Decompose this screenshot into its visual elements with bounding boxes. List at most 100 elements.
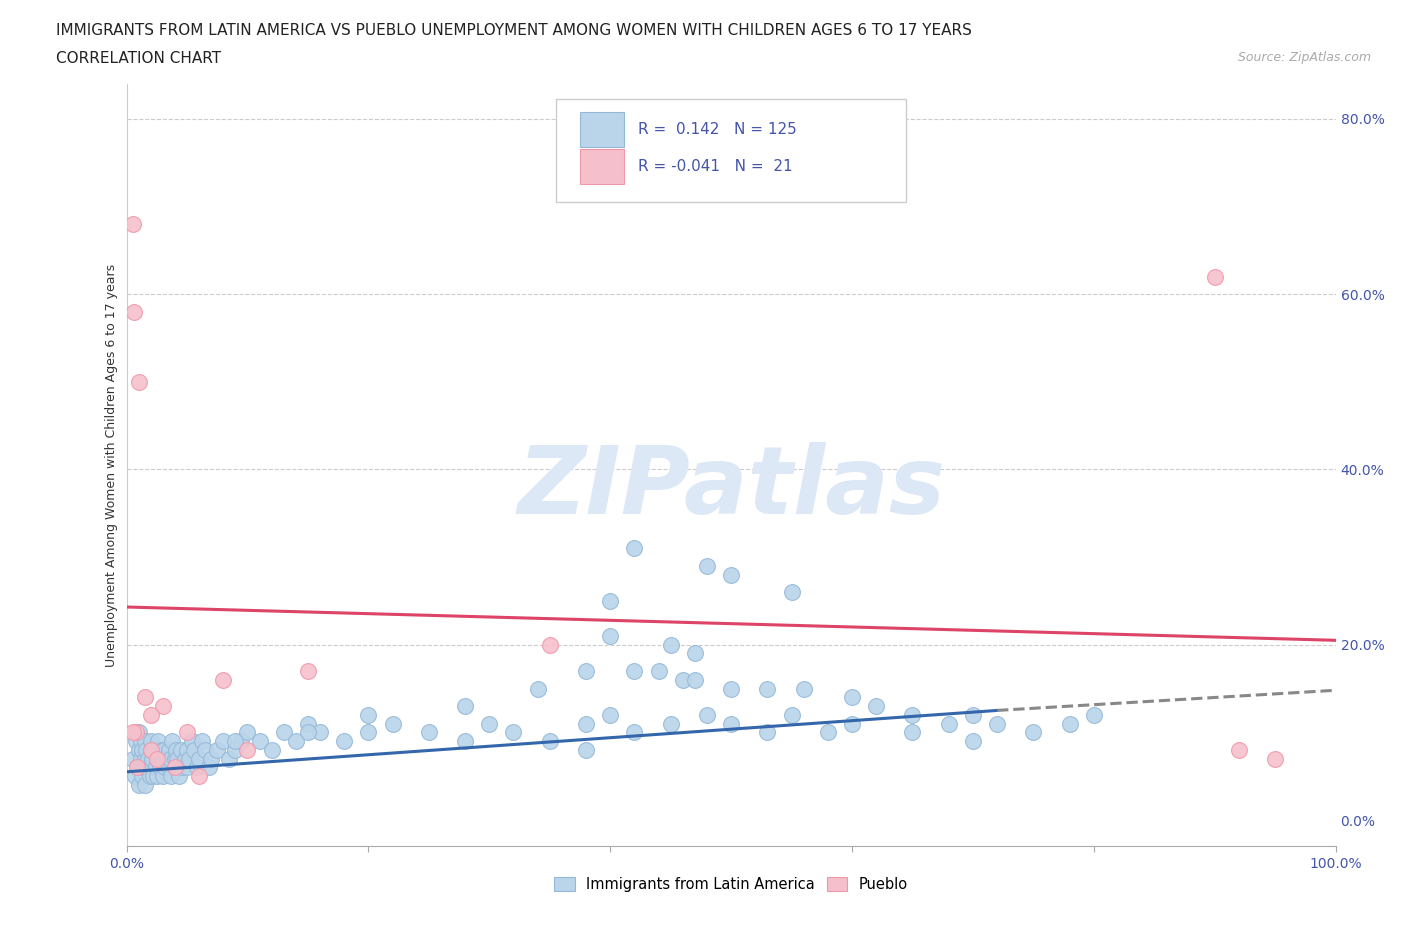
Point <box>194 742 217 757</box>
Point <box>683 672 706 687</box>
Text: R = -0.041   N =  21: R = -0.041 N = 21 <box>638 158 793 174</box>
Point <box>125 734 148 749</box>
Point <box>138 769 160 784</box>
Point <box>186 760 208 775</box>
Point <box>938 716 960 731</box>
Point <box>134 690 156 705</box>
Point <box>538 637 561 652</box>
Point <box>538 734 561 749</box>
Point <box>357 708 380 723</box>
Point <box>139 742 162 757</box>
Point <box>696 708 718 723</box>
Text: R =  0.142   N = 125: R = 0.142 N = 125 <box>638 122 797 137</box>
Point <box>165 742 187 757</box>
Point <box>155 751 177 766</box>
Point <box>180 734 202 749</box>
Point <box>149 760 172 775</box>
Point <box>205 742 228 757</box>
Point <box>1264 751 1286 766</box>
Point <box>901 708 924 723</box>
Point <box>575 742 598 757</box>
Point <box>720 567 742 582</box>
Point <box>188 751 211 766</box>
Point <box>132 760 155 775</box>
Point <box>152 751 174 766</box>
Point <box>599 629 621 644</box>
Point <box>526 681 548 696</box>
Point <box>1227 742 1250 757</box>
Point <box>901 724 924 739</box>
Point <box>146 769 169 784</box>
Point <box>1059 716 1081 731</box>
Point <box>145 760 167 775</box>
Point <box>212 672 235 687</box>
Y-axis label: Unemployment Among Women with Children Ages 6 to 17 years: Unemployment Among Women with Children A… <box>105 263 118 667</box>
Text: IMMIGRANTS FROM LATIN AMERICA VS PUEBLO UNEMPLOYMENT AMONG WOMEN WITH CHILDREN A: IMMIGRANTS FROM LATIN AMERICA VS PUEBLO … <box>56 23 972 38</box>
Point <box>183 742 205 757</box>
Text: ZIPatlas: ZIPatlas <box>517 442 945 534</box>
Point <box>309 724 332 739</box>
Point <box>780 708 803 723</box>
Point <box>841 716 863 731</box>
Point <box>152 698 174 713</box>
Point <box>197 760 219 775</box>
Point <box>962 708 984 723</box>
Point <box>502 724 524 739</box>
Point <box>167 769 190 784</box>
Point <box>121 724 143 739</box>
Point <box>146 751 169 766</box>
Point <box>163 760 186 775</box>
Point <box>841 690 863 705</box>
Point <box>136 751 159 766</box>
Point <box>127 760 149 775</box>
Point <box>155 760 177 775</box>
Point <box>128 742 150 757</box>
Point <box>166 751 188 766</box>
Point <box>297 724 319 739</box>
Point <box>142 769 165 784</box>
Text: Source: ZipAtlas.com: Source: ZipAtlas.com <box>1237 51 1371 64</box>
Point <box>297 663 319 678</box>
Point <box>134 777 156 792</box>
Point <box>683 646 706 661</box>
Point <box>128 724 150 739</box>
Point <box>599 593 621 608</box>
Point <box>575 663 598 678</box>
Point <box>176 742 198 757</box>
Point <box>128 777 150 792</box>
Point <box>284 734 307 749</box>
Point <box>159 751 181 766</box>
Point <box>179 751 201 766</box>
Point <box>150 742 173 757</box>
Point <box>1204 269 1226 284</box>
Point <box>122 304 145 319</box>
Point <box>623 724 645 739</box>
Point <box>134 734 156 749</box>
Point <box>141 751 163 766</box>
Point <box>143 742 166 757</box>
Point <box>162 734 184 749</box>
Point <box>297 716 319 731</box>
Point <box>129 734 152 749</box>
Point <box>136 760 159 775</box>
Point <box>381 716 404 731</box>
Point <box>756 724 779 739</box>
Point <box>129 751 152 766</box>
Point <box>756 681 779 696</box>
FancyBboxPatch shape <box>581 149 623 183</box>
Point <box>121 751 143 766</box>
Point <box>224 742 246 757</box>
Point <box>720 716 742 731</box>
Point <box>148 751 170 766</box>
Point <box>163 760 186 775</box>
Point <box>454 734 477 749</box>
Point <box>176 760 198 775</box>
Point <box>190 734 212 749</box>
Point <box>623 663 645 678</box>
Point <box>160 769 183 784</box>
Point <box>121 217 143 232</box>
Point <box>1022 724 1045 739</box>
Point <box>128 760 150 775</box>
Point <box>124 769 146 784</box>
Point <box>200 751 222 766</box>
